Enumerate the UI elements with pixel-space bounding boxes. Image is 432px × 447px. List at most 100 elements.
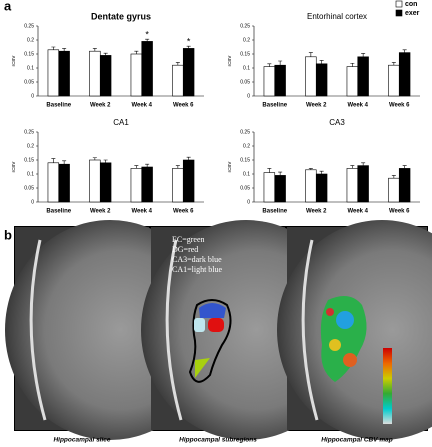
bar bbox=[305, 56, 317, 97]
y-tick-label: 0.25 bbox=[240, 23, 250, 29]
bar bbox=[182, 48, 195, 97]
error-bar bbox=[308, 168, 313, 170]
legend-label: con bbox=[405, 1, 417, 8]
error-bar bbox=[391, 175, 396, 179]
y-tick-label: 0.25 bbox=[24, 23, 34, 29]
bar bbox=[263, 66, 276, 97]
y-tick-label: 0.15 bbox=[24, 51, 34, 57]
x-tick-label: Week 2 bbox=[306, 209, 327, 215]
error-bar bbox=[391, 62, 396, 66]
bar bbox=[388, 64, 400, 97]
bar bbox=[58, 50, 70, 97]
error-bar bbox=[103, 52, 108, 56]
y-tick-label: 0 bbox=[247, 199, 250, 205]
x-tick-label: Week 6 bbox=[173, 103, 194, 109]
error-bar bbox=[134, 50, 139, 54]
error-bar bbox=[278, 60, 283, 66]
chart-title: CA3 bbox=[329, 118, 345, 127]
y-tick-label: 0.2 bbox=[243, 37, 250, 43]
x-tick-label: Baseline bbox=[46, 103, 71, 109]
error-bar bbox=[308, 52, 313, 57]
mri-cbv bbox=[277, 220, 432, 440]
bar bbox=[99, 55, 112, 97]
bar bbox=[141, 41, 153, 97]
bar bbox=[172, 168, 184, 203]
error-bar bbox=[319, 170, 324, 174]
error-bar bbox=[92, 48, 97, 52]
region-key: DG=red bbox=[172, 245, 198, 254]
error-bar bbox=[361, 53, 366, 57]
y-tick-label: 0.1 bbox=[27, 171, 34, 177]
x-tick-label: Week 4 bbox=[347, 103, 368, 109]
bar bbox=[89, 50, 101, 97]
bar bbox=[141, 166, 153, 203]
bar bbox=[315, 173, 328, 203]
error-bar bbox=[134, 165, 139, 169]
error-bar bbox=[278, 171, 283, 176]
y-tick-label: 0.15 bbox=[240, 157, 250, 163]
chart-title: Entorhinal cortex bbox=[307, 12, 367, 21]
bar bbox=[388, 177, 400, 203]
x-tick-label: Week 2 bbox=[306, 103, 327, 109]
y-tick-label: 0 bbox=[247, 93, 250, 99]
x-tick-label: Week 6 bbox=[389, 209, 410, 215]
y-tick-label: 0.05 bbox=[240, 185, 250, 191]
x-tick-label: Baseline bbox=[46, 209, 71, 215]
bar bbox=[47, 49, 60, 97]
error-bar bbox=[402, 49, 407, 53]
error-bar bbox=[51, 46, 56, 50]
error-bar bbox=[350, 62, 355, 67]
y-tick-label: 0.05 bbox=[24, 185, 34, 191]
bar bbox=[99, 162, 112, 203]
bar bbox=[346, 66, 359, 97]
error-bar bbox=[186, 45, 191, 49]
y-tick-label: 0.25 bbox=[240, 129, 250, 135]
x-tick-label: Week 6 bbox=[173, 209, 194, 215]
y-tick-label: 0.05 bbox=[24, 79, 34, 85]
y-tick-label: 0.1 bbox=[243, 65, 250, 71]
bar bbox=[357, 165, 369, 203]
bar bbox=[398, 168, 411, 203]
y-axis-label: rCBV bbox=[11, 162, 16, 173]
bar bbox=[130, 168, 143, 203]
bar bbox=[58, 163, 70, 203]
bar bbox=[172, 64, 184, 97]
bar bbox=[315, 63, 328, 97]
error-bar bbox=[92, 157, 97, 160]
error-bar bbox=[145, 38, 150, 42]
y-tick-label: 0.1 bbox=[27, 65, 34, 71]
y-tick-label: 0.2 bbox=[27, 37, 34, 43]
bar bbox=[274, 175, 286, 203]
x-tick-label: Week 6 bbox=[389, 103, 410, 109]
error-bar bbox=[350, 165, 355, 169]
bar bbox=[263, 172, 276, 203]
bar bbox=[130, 53, 143, 97]
error-bar bbox=[175, 62, 180, 66]
error-bar bbox=[145, 163, 150, 167]
y-axis-label: rCBV bbox=[11, 56, 16, 67]
error-bar bbox=[62, 160, 67, 165]
bar bbox=[274, 64, 286, 97]
error-bar bbox=[267, 63, 272, 67]
y-tick-label: 0.25 bbox=[24, 129, 34, 135]
image-caption: Hippocampal slice bbox=[53, 437, 110, 444]
bar bbox=[357, 56, 369, 97]
bar bbox=[182, 159, 195, 203]
y-tick-label: 0.2 bbox=[27, 143, 34, 149]
error-bar bbox=[319, 60, 324, 64]
bar bbox=[346, 168, 359, 203]
bar bbox=[398, 52, 411, 97]
region-key: CA3=dark blue bbox=[172, 255, 222, 264]
y-tick-label: 0 bbox=[31, 199, 34, 205]
error-bar bbox=[267, 168, 272, 173]
panel-label: a bbox=[4, 0, 12, 13]
y-axis-label: rCBV bbox=[227, 162, 232, 173]
error-bar bbox=[175, 165, 180, 169]
y-axis-label: rCBV bbox=[227, 56, 232, 67]
y-tick-label: 0.15 bbox=[24, 157, 34, 163]
x-tick-label: Week 4 bbox=[131, 209, 152, 215]
panel-label: b bbox=[4, 227, 12, 242]
x-tick-label: Week 2 bbox=[90, 209, 111, 215]
legend-swatch bbox=[395, 0, 403, 8]
